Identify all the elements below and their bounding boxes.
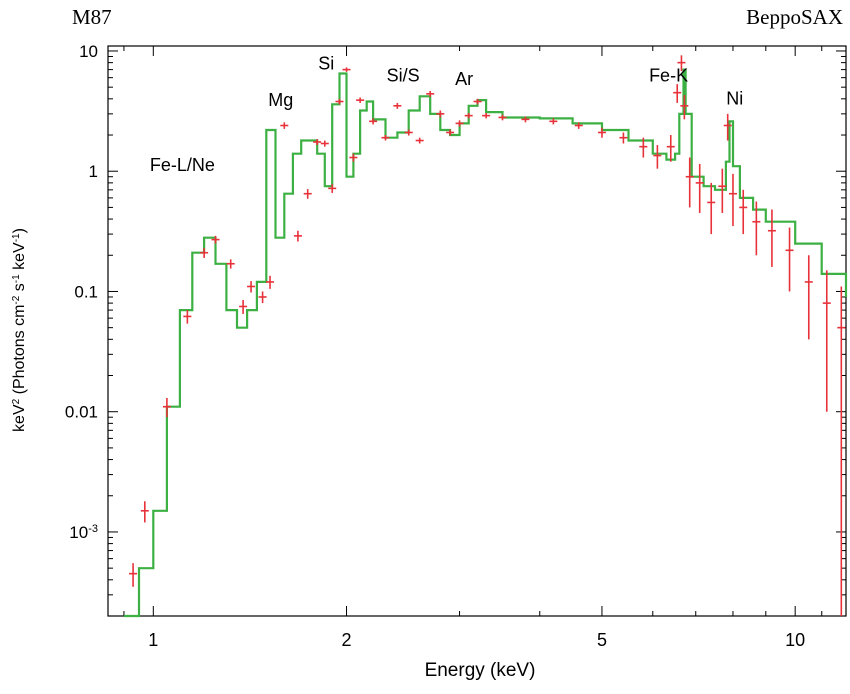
data-point [293, 230, 302, 242]
data-point [619, 132, 628, 144]
data-point [335, 98, 344, 105]
y-tick-label: 0.01 [65, 403, 98, 422]
y-axis-title-sup: -1 [11, 233, 22, 242]
data-point [280, 122, 289, 129]
line-label: Ar [455, 69, 473, 89]
data-point [247, 281, 256, 293]
data-point [162, 398, 171, 418]
data-point [822, 270, 831, 412]
data-point [211, 235, 220, 244]
data-point [639, 137, 648, 158]
data-point [673, 84, 682, 103]
data-point [677, 55, 686, 72]
data-point [723, 113, 732, 141]
plot-frame [107, 45, 847, 617]
data-point [436, 110, 445, 118]
data-point [356, 97, 365, 103]
data-point [473, 98, 482, 105]
y-axis-title-part: s [11, 283, 28, 295]
y-tick-label: 1 [89, 162, 98, 181]
model-step-curve [123, 68, 848, 618]
line-label: Ni [726, 88, 743, 108]
object-label: M87 [72, 5, 112, 29]
data-point [521, 116, 530, 123]
y-axis-title-sup: 2 [11, 398, 22, 404]
x-tick-label: 1 [148, 630, 158, 650]
y-axis-title: keV2 (Photons cm-2 s-1 keV-1) [11, 228, 29, 432]
data-point [767, 209, 776, 267]
y-axis-title-sup: -2 [11, 295, 22, 304]
y-tick-label-sup: -3 [88, 523, 98, 535]
line-label: Mg [268, 90, 293, 110]
data-point [752, 201, 761, 256]
instrument-label: BeppoSAX [746, 5, 843, 29]
data-point [342, 67, 351, 72]
x-tick-label: 10 [785, 630, 805, 650]
data-point [680, 95, 689, 120]
data-point [739, 189, 748, 235]
data-point [549, 118, 558, 125]
data-point [369, 118, 378, 125]
data-point [464, 112, 473, 119]
y-axis-title-part: ) [11, 228, 28, 233]
data-point [266, 275, 275, 289]
data-point [393, 102, 402, 109]
line-label: Fe-L/Ne [150, 155, 215, 175]
data-point [666, 135, 675, 162]
data-point [695, 163, 704, 213]
data-point [498, 114, 507, 121]
data-point [320, 140, 329, 147]
y-tick-label: 10-3 [69, 523, 98, 542]
y-tick-label: 0.1 [74, 282, 98, 301]
y-axis-title-part: keV [11, 242, 28, 274]
y-tick-label-base: 10 [69, 523, 88, 542]
data-point [258, 291, 267, 304]
line-label: Si/S [387, 65, 420, 85]
x-axis-title: Energy (keV) [425, 660, 536, 681]
data-point [426, 90, 435, 97]
data-point [349, 153, 358, 162]
line-label: Si [318, 54, 334, 74]
data-point [381, 135, 390, 141]
data-point [129, 563, 138, 587]
data-point [574, 122, 583, 129]
data-point [200, 247, 209, 258]
data-point [455, 120, 464, 127]
data-point [183, 310, 192, 324]
data-point [707, 182, 716, 235]
data-point [328, 184, 337, 193]
y-axis-title-part: keV [11, 404, 28, 432]
data-point [653, 145, 662, 169]
data-point [837, 286, 846, 616]
data-point [303, 189, 312, 199]
data-point [239, 299, 248, 314]
line-label: Fe-K [649, 65, 688, 85]
data-point [482, 112, 491, 119]
data-point [785, 227, 794, 292]
y-tick-label: 10 [79, 42, 98, 61]
data-point [313, 139, 322, 146]
data-point [804, 255, 813, 340]
y-axis-title-sup: -1 [11, 274, 22, 283]
data-point [728, 173, 737, 227]
data-point [685, 157, 694, 208]
data-point [415, 137, 424, 144]
y-axis-title-part: (Photons cm [11, 305, 28, 399]
data-point [140, 501, 149, 523]
data-point [446, 129, 455, 136]
data-point [718, 168, 727, 213]
x-tick-label: 2 [342, 630, 352, 650]
x-tick-label: 5 [597, 630, 607, 650]
data-point [226, 259, 235, 269]
data-point [404, 129, 413, 136]
data-point [597, 127, 606, 138]
